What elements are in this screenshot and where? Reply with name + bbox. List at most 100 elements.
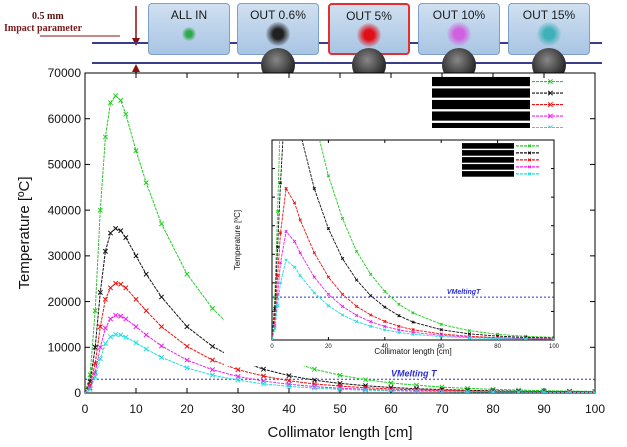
series-point	[298, 218, 302, 222]
series-point	[113, 225, 119, 231]
x-tick-label: 40	[282, 402, 296, 416]
series-point	[354, 249, 359, 254]
series-point	[102, 248, 108, 254]
y-axis-label: Temperature [ºC]	[16, 176, 33, 289]
series-point	[235, 377, 241, 383]
y-tick-label: 20000	[48, 295, 82, 309]
series-point	[133, 148, 139, 154]
series-point	[286, 373, 292, 379]
series-point	[541, 389, 547, 393]
series-point	[354, 278, 359, 282]
series-point	[326, 275, 331, 279]
series-line-3	[272, 230, 554, 340]
series-point	[92, 344, 98, 350]
legend-marker	[547, 113, 553, 119]
series-point	[143, 308, 149, 314]
series-point	[337, 372, 343, 378]
series-point	[107, 316, 114, 322]
y-tick-label: 70000	[48, 66, 82, 80]
series-point	[260, 366, 267, 372]
series-point	[311, 366, 318, 372]
series-point	[92, 360, 98, 366]
series-point	[184, 324, 190, 330]
series-point	[260, 373, 267, 379]
series-point	[284, 258, 288, 262]
series-point	[467, 329, 472, 333]
series-point	[354, 319, 359, 324]
series-point	[326, 174, 331, 178]
series-point	[299, 39, 302, 42]
x-tick-label: 80	[494, 344, 501, 350]
impact-parameter-text: Impact parameter	[4, 23, 83, 34]
series-point	[275, 245, 280, 249]
x-tick-label: 0	[82, 402, 89, 416]
series-point	[286, 378, 292, 384]
series-point	[552, 337, 554, 340]
legend-entry-block	[432, 99, 530, 110]
series-line-1	[272, 140, 554, 340]
series-point	[123, 111, 129, 117]
beam-spot	[447, 22, 471, 46]
series-point	[298, 251, 302, 255]
legend-entry-block	[462, 150, 514, 156]
series-point	[439, 328, 443, 332]
series-point	[102, 134, 108, 140]
legend	[432, 76, 564, 133]
series-point	[278, 261, 283, 265]
y-tick-label: 30000	[48, 249, 82, 263]
y-tick-label: 40000	[48, 203, 82, 217]
series-point	[113, 312, 119, 318]
series-point	[133, 324, 139, 330]
series-point	[118, 281, 124, 287]
series-point	[92, 374, 98, 380]
series-point	[97, 289, 103, 295]
series-point	[107, 334, 114, 340]
series-point	[123, 334, 129, 340]
series-point	[515, 389, 522, 393]
legend-marker	[527, 165, 532, 169]
series-point	[369, 313, 373, 317]
legend-marker	[547, 78, 553, 85]
series-point	[495, 336, 500, 340]
series-point	[411, 311, 415, 315]
x-tick-label: 70	[435, 402, 449, 416]
series-point	[123, 285, 129, 291]
series-point	[292, 239, 297, 244]
series-point	[158, 221, 165, 227]
x-axis-label: Collimator length [cm]	[267, 424, 412, 441]
series-point	[235, 367, 241, 373]
series-point	[278, 181, 283, 185]
beam-box-4: OUT 15%	[508, 3, 590, 55]
legend-marker	[527, 151, 532, 155]
series-point	[107, 100, 114, 106]
legend-marker	[547, 101, 553, 108]
series-point	[275, 274, 280, 278]
series-point	[278, 231, 283, 235]
x-tick-label: 30	[231, 402, 245, 416]
series-point	[439, 389, 445, 393]
series-point	[133, 296, 139, 302]
series-point	[312, 186, 316, 191]
series-point	[298, 274, 302, 278]
series-point	[467, 336, 472, 340]
series-point	[383, 319, 387, 324]
series-point	[354, 304, 359, 309]
series-point	[102, 325, 108, 331]
series-point	[354, 313, 359, 318]
beam-box-label: OUT 5%	[346, 9, 392, 23]
series-point	[326, 304, 331, 308]
series-point	[340, 313, 345, 317]
series-point	[158, 343, 165, 349]
series-point	[209, 357, 216, 363]
impact-parameter-value: 0.5 mm	[32, 11, 64, 22]
y-tick-label: 60000	[48, 112, 82, 126]
series-point	[340, 216, 345, 221]
legend	[462, 143, 540, 177]
series-point	[107, 285, 114, 291]
x-tick-label: 20	[325, 344, 332, 350]
series-point	[113, 331, 119, 338]
impact-arrows	[40, 6, 140, 80]
x-tick-label: 60	[384, 402, 398, 416]
x-tick-label: 20	[180, 402, 194, 416]
